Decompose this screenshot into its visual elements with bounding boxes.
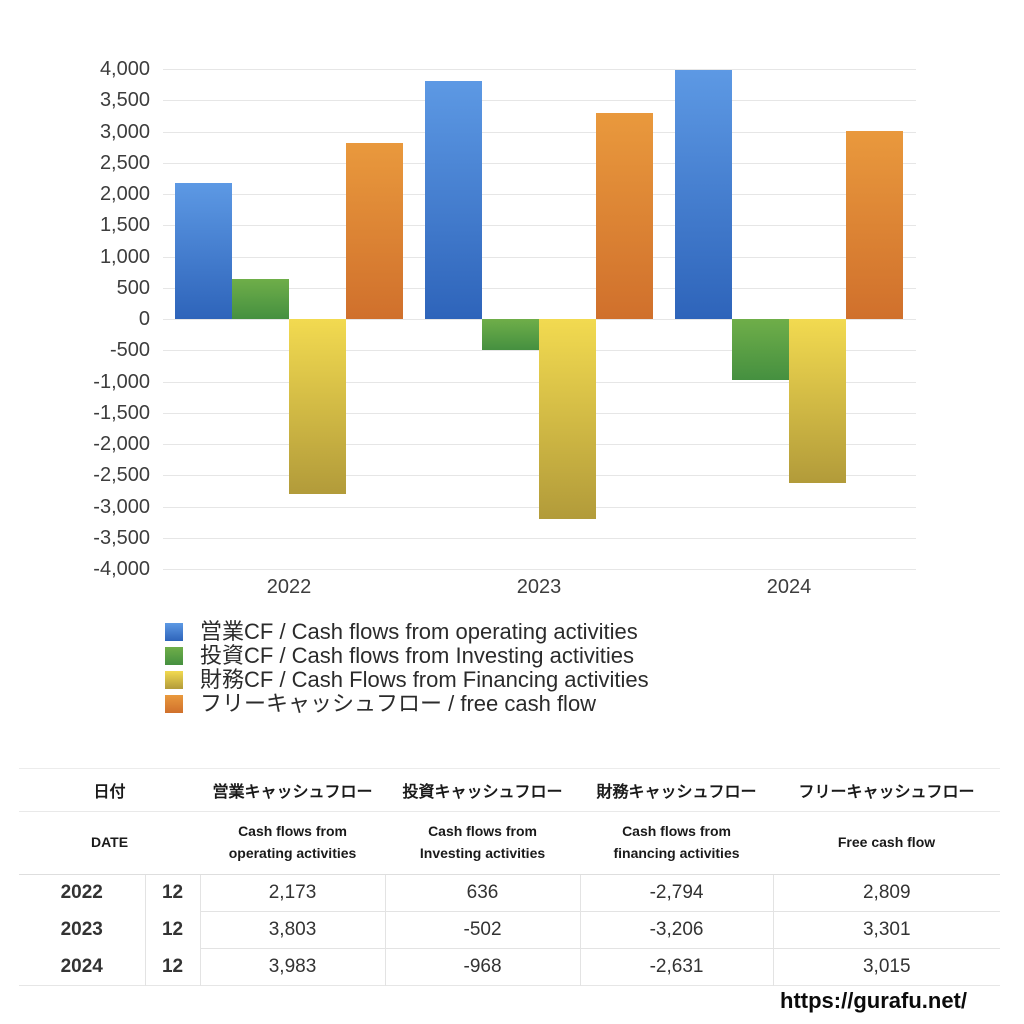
bar-financing-cf-2022 bbox=[289, 319, 346, 494]
legend-swatch-icon bbox=[165, 623, 183, 641]
legend-swatch-icon bbox=[165, 671, 183, 689]
legend-swatch-icon bbox=[165, 647, 183, 665]
gridline bbox=[163, 569, 916, 570]
legend-label: フリーキャッシュフロー / free cash flow bbox=[200, 691, 597, 716]
month-cell: 12 bbox=[144, 874, 201, 912]
bar-operating-cf-2023 bbox=[425, 81, 482, 319]
gridline bbox=[163, 162, 916, 164]
gridline bbox=[163, 537, 916, 539]
table-header-en: Cash flows from operating activities bbox=[200, 811, 386, 875]
table-header-row-en: DATE Cash flows from operating activities C… bbox=[19, 811, 1001, 875]
table-header-en: Free cash flow bbox=[773, 811, 1001, 875]
month-cell: 12 bbox=[144, 911, 201, 949]
table-header-en: Cash flows from Investing activities bbox=[385, 811, 581, 875]
y-axis-tick-label: 1,000 bbox=[99, 245, 150, 268]
table-header-jp: 投資キャッシュフロー bbox=[385, 768, 581, 812]
value-cell: 3,301 bbox=[772, 911, 1001, 949]
table-header-jp: 営業キャッシュフロー bbox=[200, 768, 386, 812]
value-cell: 3,983 bbox=[199, 948, 386, 986]
table-header-row-jp: 日付 営業キャッシュフロー 投資キャッシュフロー 財務キャッシュフロー フリーキャッシュ… bbox=[19, 768, 1001, 812]
table-row: 2023 12 3,803 -502 -3,206 3,301 bbox=[19, 911, 1001, 949]
legend-label: 営業CF / Cash flows from operating activit… bbox=[200, 619, 638, 644]
value-cell: 636 bbox=[384, 874, 581, 912]
value-cell: 2,809 bbox=[772, 874, 1001, 912]
bar-operating-cf-2022 bbox=[175, 183, 232, 319]
gridline bbox=[163, 194, 916, 195]
value-cell: -2,794 bbox=[579, 874, 774, 912]
x-axis-tick-label: 2023 bbox=[516, 576, 562, 598]
gridline bbox=[163, 69, 916, 70]
y-axis-tick-label: -3,500 bbox=[93, 526, 150, 549]
legend-item-investing-cf: 投資CF / Cash flows from Investing activit… bbox=[165, 644, 649, 668]
legend-swatch-icon bbox=[165, 695, 183, 713]
table-header-jp: 日付 bbox=[19, 768, 201, 812]
y-axis-tick-label: -2,500 bbox=[93, 464, 150, 487]
y-axis-tick-label: 2,500 bbox=[99, 151, 150, 174]
gridline bbox=[163, 131, 916, 133]
year-cell: 2024 bbox=[60, 955, 103, 977]
year-cell: 2023 bbox=[60, 919, 103, 940]
legend-item-financing-cf: 財務CF / Cash Flows from Financing activit… bbox=[165, 668, 649, 692]
table-header-en: DATE bbox=[19, 811, 201, 875]
legend-label: 投資CF / Cash flows from Investing activit… bbox=[200, 643, 635, 668]
gridline bbox=[163, 100, 916, 102]
bar-financing-cf-2023 bbox=[539, 319, 596, 520]
y-axis-tick-label: 0 bbox=[138, 308, 150, 330]
y-axis-tick-label: -500 bbox=[109, 339, 150, 362]
table-header-jp: 財務キャッシュフロー bbox=[580, 768, 774, 812]
y-axis-tick-label: -3,000 bbox=[93, 495, 150, 518]
legend-item-free-cash-flow: フリーキャッシュフロー / free cash flow bbox=[165, 692, 649, 716]
bar-investing-cf-2022 bbox=[232, 279, 289, 319]
bar-investing-cf-2023 bbox=[482, 319, 539, 351]
y-axis-tick-label: -2,000 bbox=[93, 433, 150, 455]
bar-investing-cf-2024 bbox=[732, 319, 789, 380]
y-axis-tick-label: 4,000 bbox=[99, 58, 150, 80]
chart-legend: 営業CF / Cash flows from operating activit… bbox=[165, 620, 649, 716]
bar-free-cash-flow-2023 bbox=[596, 112, 653, 319]
year-cell: 2022 bbox=[60, 882, 103, 904]
y-axis-tick-label: -1,000 bbox=[93, 370, 150, 393]
cash-flow-table: 日付 営業キャッシュフロー 投資キャッシュフロー 財務キャッシュフロー フリーキャッシュ… bbox=[19, 768, 1001, 986]
cash-flow-bar-chart: 4,000 3,500 3,000 2,500 2,000 1,500 1,000 500 0 -… bbox=[93, 58, 916, 598]
value-cell: 3,015 bbox=[772, 948, 1001, 986]
value-cell: 2,173 bbox=[199, 874, 386, 912]
value-cell: -968 bbox=[384, 948, 581, 986]
gridline bbox=[163, 256, 916, 258]
y-axis-tick-label: -1,500 bbox=[93, 401, 150, 424]
y-axis-tick-label: 500 bbox=[116, 276, 150, 299]
site-url: https://gurafu.net/ bbox=[780, 988, 967, 1013]
y-axis-tick-label: 1,500 bbox=[99, 214, 150, 237]
value-cell: -502 bbox=[384, 911, 581, 949]
y-axis-tick-label: -4,000 bbox=[93, 558, 150, 580]
y-axis-tick-label: 3,000 bbox=[99, 120, 150, 143]
bar-free-cash-flow-2022 bbox=[346, 143, 403, 319]
table-row: 2024 12 3,983 -968 -2,631 3,015 bbox=[19, 948, 1001, 986]
value-cell: -2,631 bbox=[579, 948, 774, 986]
plot-area bbox=[163, 69, 916, 570]
y-axis-tick-label: 2,000 bbox=[99, 183, 150, 205]
month-cell: 12 bbox=[144, 948, 201, 986]
legend-item-operating-cf: 営業CF / Cash flows from operating activit… bbox=[165, 620, 649, 644]
x-axis-tick-label: 2024 bbox=[766, 576, 812, 598]
x-axis-tick-label: 2022 bbox=[266, 576, 312, 598]
bar-operating-cf-2024 bbox=[675, 70, 732, 319]
gridline bbox=[163, 225, 916, 227]
table-row: 2022 12 2,173 636 -2,794 2,809 bbox=[19, 874, 1001, 912]
table-header-jp: フリーキャッシュフロー bbox=[773, 768, 1001, 812]
bar-free-cash-flow-2024 bbox=[846, 130, 903, 319]
bar-financing-cf-2024 bbox=[789, 319, 846, 484]
table-header-en: Cash flows from financing activities bbox=[580, 811, 774, 875]
gridline bbox=[163, 287, 916, 289]
legend-label: 財務CF / Cash Flows from Financing activit… bbox=[200, 667, 649, 692]
value-cell: -3,206 bbox=[579, 911, 774, 949]
value-cell: 3,803 bbox=[199, 911, 386, 949]
y-axis-tick-label: 3,500 bbox=[99, 89, 150, 112]
